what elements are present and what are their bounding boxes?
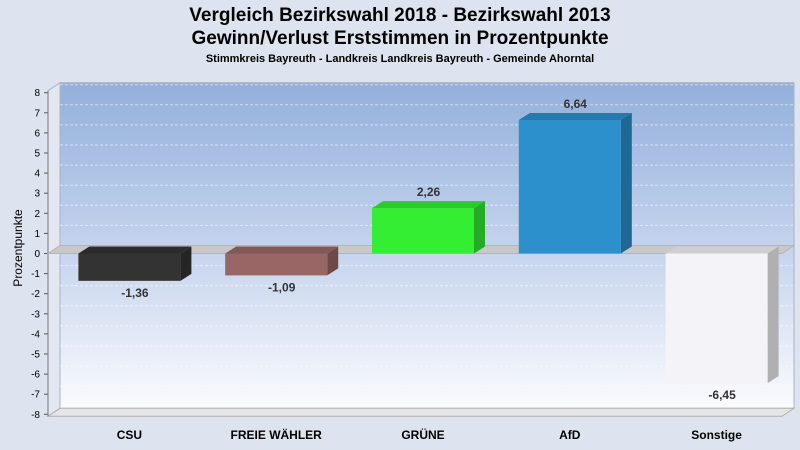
value-label: -1,09 [268, 280, 296, 294]
category-label: GRÜNE [401, 427, 444, 442]
bar-side [327, 246, 339, 276]
bar-top [225, 246, 339, 254]
category-label: FREIE WÄHLER [231, 427, 323, 442]
y-tick-label: -6 [31, 370, 40, 381]
bar-freie-w-hler [225, 246, 339, 276]
bar-csu [78, 246, 192, 281]
bar-front [665, 253, 768, 384]
value-label: 2,26 [417, 185, 441, 199]
y-tick-label: 3 [34, 189, 40, 200]
chart-subtitle: Gewinn/Verlust Erststimmen in Prozentpun… [191, 28, 609, 49]
bar-front [78, 253, 181, 281]
y-tick-label: -4 [31, 329, 40, 340]
bar-side [474, 201, 485, 254]
y-tick-label: -1 [31, 269, 40, 280]
bar-front [372, 208, 474, 254]
bar-sonstige [665, 246, 779, 384]
y-tick-label: 8 [34, 88, 40, 99]
value-label: 6,64 [564, 97, 588, 111]
y-tick-label: -2 [31, 289, 40, 300]
y-tick-label: 6 [34, 128, 40, 139]
y-tick-label: 5 [34, 149, 40, 160]
bar-side [180, 246, 192, 281]
y-tick-label: -7 [31, 390, 40, 401]
y-tick-label: -8 [31, 410, 40, 421]
category-label: AfD [559, 428, 581, 442]
y-tick-label: 7 [34, 108, 40, 119]
y-tick-label: 4 [34, 169, 40, 180]
bar-side [620, 113, 632, 254]
floor [46, 407, 796, 417]
bar-front [518, 120, 621, 254]
bar-top [665, 246, 779, 254]
y-tick-label: -5 [31, 350, 40, 361]
y-tick-label: 2 [34, 209, 40, 220]
bar-front [225, 253, 328, 276]
value-label: -1,36 [121, 286, 149, 300]
y-tick-label: 1 [34, 229, 40, 240]
bar-top [518, 113, 632, 121]
y-tick-label: 0 [34, 249, 40, 260]
bar-gr-ne [372, 201, 485, 254]
bar-top [372, 201, 485, 209]
category-label: CSU [117, 428, 142, 442]
chart-caption: Stimmkreis Bayreuth - Landkreis Landkrei… [205, 53, 595, 65]
chart-title: Vergleich Bezirkswahl 2018 - Bezirkswahl… [189, 5, 611, 26]
value-label: -6,45 [708, 388, 736, 402]
bar-afd [518, 113, 632, 254]
y-tick-label: -3 [31, 309, 40, 320]
bar-side [767, 246, 779, 384]
bar-top [78, 246, 192, 254]
category-label: Sonstige [691, 428, 742, 442]
y-axis-label: Prozentpunkte [11, 209, 25, 287]
